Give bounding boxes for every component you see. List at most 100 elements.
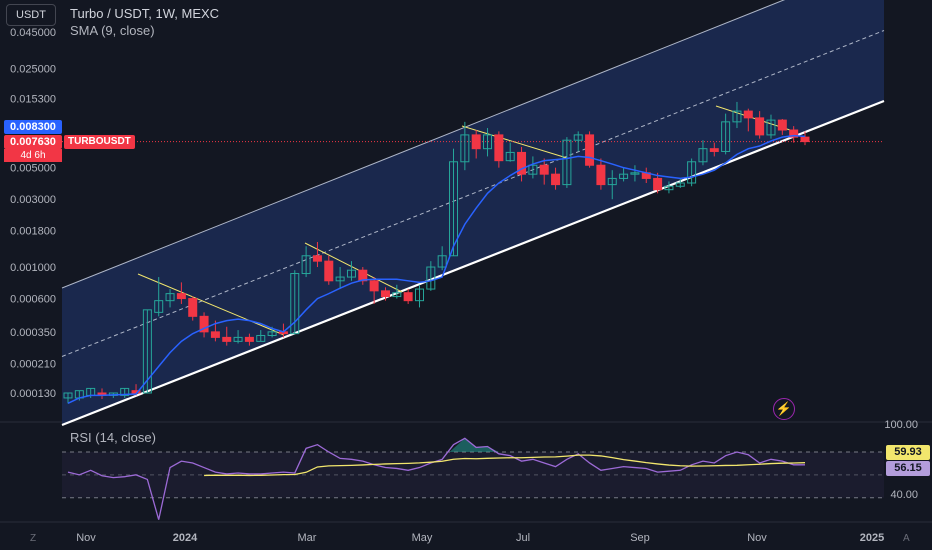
candle-body — [562, 139, 572, 186]
candle-body — [199, 315, 209, 333]
candle-body — [528, 164, 538, 175]
candle-body — [449, 161, 459, 257]
candle-body — [301, 255, 311, 275]
y-tick-label: 0.025000 — [10, 63, 56, 75]
candle-body — [244, 336, 254, 342]
candle-body — [619, 173, 629, 179]
candle-body — [176, 293, 186, 300]
rsi-ma-tag: 59.93 — [886, 445, 930, 460]
x-tick-label: 2025 — [860, 532, 884, 544]
rsi-ma-line — [204, 454, 806, 477]
sma-indicator-label[interactable]: SMA (9, close) — [70, 23, 155, 38]
candle-body — [392, 292, 402, 298]
candle-body — [483, 134, 493, 150]
sma-price-tag: 0.008300 — [4, 120, 62, 134]
candle-body — [687, 161, 697, 184]
candle-body — [732, 110, 742, 123]
sma-line — [67, 134, 806, 404]
candle-body — [380, 290, 390, 298]
candle-body — [539, 164, 549, 175]
candle-body — [494, 134, 504, 162]
x-tick-label: Mar — [298, 532, 317, 544]
bar-countdown: 4d 6h — [4, 149, 62, 162]
candle-body — [154, 300, 164, 313]
channel-upper-line — [61, 0, 786, 289]
candle-body — [607, 177, 617, 186]
y-tick-label: 0.015300 — [10, 94, 56, 106]
candle-body — [346, 269, 356, 278]
candle-body — [369, 280, 379, 292]
candle-body — [777, 119, 787, 131]
triangle-line-3 — [715, 105, 791, 131]
channel-mid-line — [61, 30, 885, 357]
candle-body — [312, 255, 322, 262]
triangle-line-2 — [461, 125, 568, 159]
candle-body — [630, 172, 640, 175]
candle-body — [460, 134, 470, 163]
y-tick-label: 0.001000 — [10, 262, 56, 274]
candle-body — [471, 134, 481, 150]
candle-body — [800, 136, 810, 143]
chart-title: Turbo / USDT, 1W, MEXC — [70, 6, 220, 21]
auto-scale-icon[interactable]: A — [903, 533, 910, 544]
candle-body — [210, 331, 220, 338]
candle-body — [233, 336, 243, 342]
rsi-tick-label: 100.00 — [884, 419, 918, 431]
candle-body — [596, 164, 606, 186]
candle-body — [188, 298, 198, 317]
candle-body — [573, 134, 583, 141]
candle-body — [755, 117, 765, 136]
x-tick-label: Nov — [76, 532, 96, 544]
triangle-line-0 — [137, 273, 285, 336]
x-tick-label: 2024 — [173, 532, 198, 544]
candle-body — [789, 129, 799, 138]
candle-body — [165, 293, 175, 302]
candle-body — [517, 151, 527, 175]
y-tick-label: 0.003000 — [10, 194, 56, 206]
symbol-tag: TURBOUSDT — [64, 135, 135, 149]
candle-body — [766, 119, 776, 136]
x-tick-label: Nov — [747, 532, 767, 544]
candle-body — [414, 288, 424, 302]
flash-icon[interactable]: ⚡ — [773, 398, 795, 420]
y-tick-label: 0.005000 — [10, 163, 56, 175]
candle-body — [426, 266, 436, 290]
candle-body — [653, 177, 663, 191]
candle-body — [437, 255, 447, 268]
y-tick-label: 0.000350 — [10, 327, 56, 339]
candle-body — [120, 387, 130, 396]
rsi-value-tag: 56.15 — [886, 461, 930, 476]
candle-body — [664, 185, 674, 191]
candle-body — [63, 392, 73, 399]
candle-body — [585, 134, 595, 166]
currency-button[interactable]: USDT — [6, 4, 56, 26]
triangle-line-1 — [304, 242, 403, 293]
candle-body — [403, 292, 413, 302]
x-tick-label: Jul — [516, 532, 530, 544]
candle-body — [256, 334, 266, 342]
last-price-tag: 0.007630 — [4, 135, 62, 149]
x-tick-label: Sep — [630, 532, 650, 544]
y-tick-label: 0.045000 — [10, 27, 56, 39]
candle-body — [335, 276, 345, 282]
candle-body — [222, 336, 232, 342]
candle-body — [505, 151, 515, 162]
x-tick-label: May — [412, 532, 433, 544]
timezone-icon[interactable]: Z — [30, 533, 37, 544]
candle-body — [675, 182, 685, 187]
y-tick-label: 0.001800 — [10, 226, 56, 238]
candle-body — [709, 148, 719, 152]
candle-body — [551, 173, 561, 186]
y-tick-label: 0.000130 — [10, 388, 56, 400]
candle-body — [142, 309, 152, 394]
candle-body — [698, 148, 708, 163]
rsi-indicator-label[interactable]: RSI (14, close) — [70, 430, 156, 445]
candle-body — [743, 110, 753, 119]
y-tick-label: 0.000600 — [10, 294, 56, 306]
candle-body — [267, 331, 277, 336]
candle-body — [721, 121, 731, 152]
channel-lower-trendline — [61, 99, 885, 427]
rsi-overbought-fill — [449, 438, 499, 452]
rsi-tick-label: 40.00 — [890, 489, 918, 501]
